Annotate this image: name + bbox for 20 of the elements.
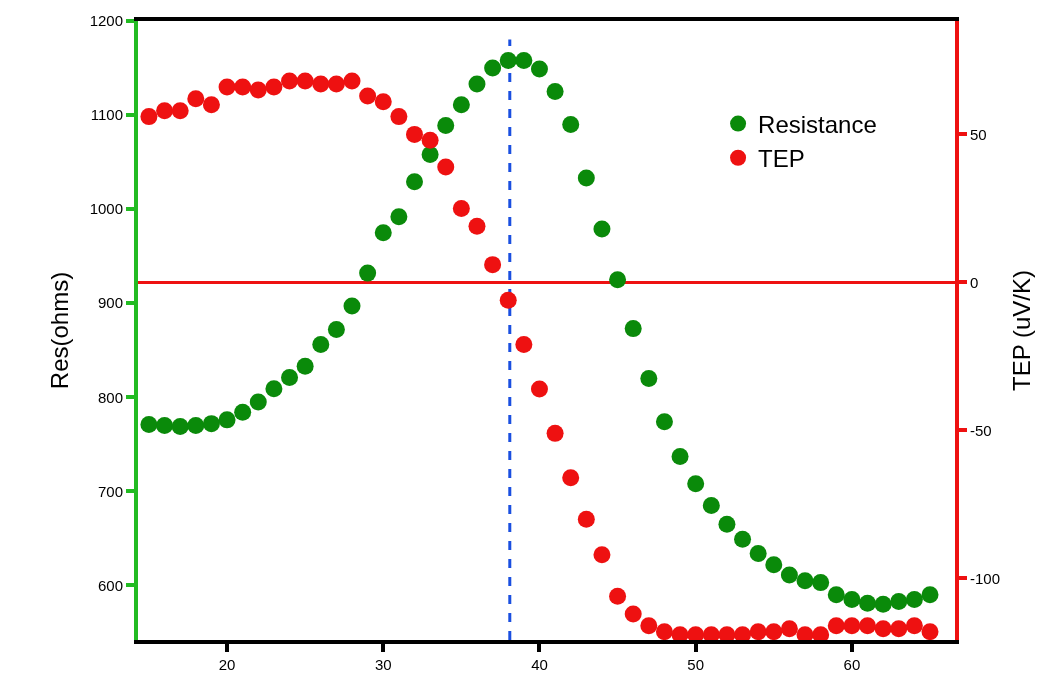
y2-axis-title: TEP (uV/K)	[1007, 270, 1035, 391]
y-tick-label: 1200	[89, 12, 123, 30]
legend-label: TEP	[758, 145, 805, 173]
y2-tick-label: -100	[970, 569, 1001, 587]
y-tick-label: 800	[97, 388, 123, 406]
x-tick-label: 30	[374, 656, 392, 673]
legend-label: Resistance	[758, 110, 877, 138]
y-tick-label: 1100	[90, 106, 123, 124]
y-tick-label: 1000	[89, 200, 123, 218]
y2-tick-label: -50	[970, 421, 992, 439]
y2-tick-label: 50	[970, 125, 987, 143]
x-tick-label: 40	[531, 656, 548, 673]
x-tick-label: 20	[218, 656, 236, 673]
x-tick-label: 60	[843, 656, 861, 673]
y-axis-title: Res(ohms)	[46, 271, 74, 390]
y2-tick-label: 0	[970, 273, 979, 291]
y-tick-label: 600	[97, 576, 123, 594]
x-tick-label: 50	[687, 656, 705, 673]
y-tick-label: 900	[97, 294, 123, 312]
y-tick-label: 700	[97, 482, 123, 500]
